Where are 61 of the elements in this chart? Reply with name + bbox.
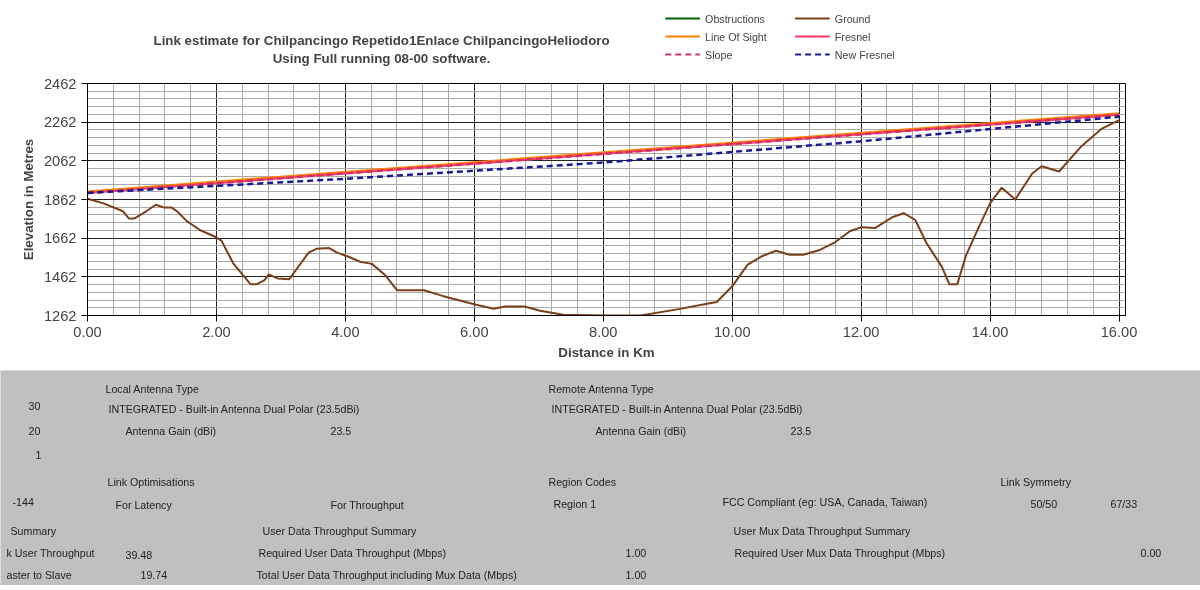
text: 19.74 — [140, 568, 168, 581]
text: 23.5 — [790, 424, 812, 437]
text: Remote Antenna Type — [548, 382, 654, 395]
text: Antenna Gain (dBi) — [125, 424, 217, 437]
text: 1 — [35, 448, 42, 461]
y-tick-label: 2262 — [43, 114, 77, 131]
y-axis-title: Elevation in Metres — [20, 138, 36, 261]
text: For Latency — [115, 498, 173, 511]
text: Total User Data Throughput including Mux Data (Mbps) — [256, 568, 517, 581]
chart-title: Link estimate for Chilpancingo Repetido1Enlace ChilpancingoHeliodoro — [153, 33, 610, 48]
y-tick-label: 1662 — [43, 230, 77, 247]
legend-label: Line Of Sight — [705, 30, 767, 43]
x-axis-title: Distance in Km — [558, 344, 655, 360]
legend-label: Obstructions — [705, 12, 765, 25]
text: 0.00 — [1140, 546, 1162, 559]
text: Antenna Gain (dBi) — [595, 424, 687, 437]
x-tick-label: 16.00 — [1100, 323, 1138, 340]
text: Required User Mux Data Throughput (Mbps) — [734, 546, 946, 559]
text: k User Throughput — [6, 546, 95, 559]
text: Link Optimisations — [107, 475, 195, 488]
text: Link Symmetry — [1000, 475, 1072, 488]
y-tick-label: 1862 — [43, 191, 77, 208]
text: 67/33 — [1110, 497, 1138, 510]
chart-subtitle: Using Full running 08-00 software. — [272, 51, 491, 66]
x-tick-label: 6.00 — [460, 323, 489, 340]
text: 39.48 — [125, 548, 153, 561]
legend-label: Fresnel — [834, 30, 871, 43]
y-tick-label: 1262 — [43, 307, 77, 324]
x-tick-label: 4.00 — [331, 323, 360, 340]
x-tick-label: 14.00 — [971, 323, 1009, 340]
text: 23.5 — [330, 424, 352, 437]
legend-label: Slope — [705, 48, 733, 61]
x-tick-label: 8.00 — [589, 323, 618, 340]
line-series — [87, 119, 1121, 316]
text: Region 1 — [553, 497, 597, 510]
text: Local Antenna Type — [105, 382, 199, 395]
text: 30 — [28, 399, 41, 412]
text: Summary — [10, 524, 57, 537]
text: Required User Data Throughput (Mbps) — [258, 546, 447, 559]
text: -144 — [12, 495, 34, 508]
legend-label: New Fresnel — [834, 48, 895, 61]
y-tick-label: 2462 — [43, 75, 77, 92]
legend-label: Ground — [834, 12, 871, 25]
text: For Throughput — [330, 498, 404, 511]
y-tick-label: 2062 — [43, 152, 77, 169]
x-tick-label: 2.00 — [202, 323, 231, 340]
y-tick-label: 1462 — [43, 268, 77, 285]
text: User Data Throughput Summary — [262, 524, 417, 537]
x-tick-label: 10.00 — [713, 323, 751, 340]
x-tick-label: 12.00 — [842, 323, 880, 340]
text: FCC Compliant (eg: USA, Canada, Taiwan) — [722, 495, 928, 508]
text: 1.00 — [625, 546, 647, 559]
x-tick-label: 0.00 — [73, 323, 102, 340]
text: 1.00 — [625, 568, 647, 581]
text: INTEGRATED - Built-in Antenna Dual Polar (23.5dBi) — [108, 402, 360, 415]
text: 50/50 — [1030, 497, 1058, 510]
text: 20 — [28, 424, 41, 437]
text: INTEGRATED - Built-in Antenna Dual Polar (23.5dBi) — [551, 402, 803, 415]
text: User Mux Data Throughput Summary — [733, 524, 912, 537]
text: Region Codes — [548, 475, 617, 488]
text: aster to Slave — [6, 568, 72, 581]
